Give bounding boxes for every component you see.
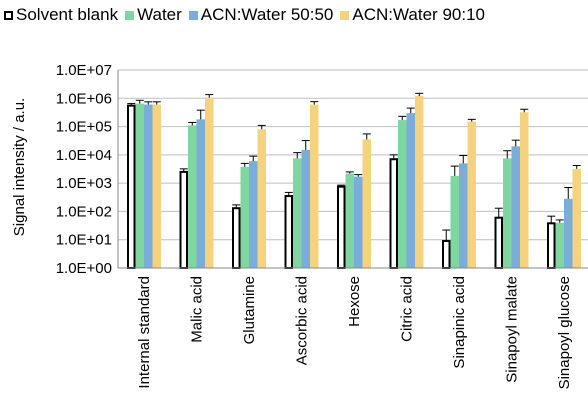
axes xyxy=(117,70,588,269)
bar-acn-water-50-50-malic-acid xyxy=(196,119,205,268)
bar-solvent-blank-malic-acid xyxy=(179,170,188,269)
bar-water-hexose xyxy=(345,173,354,268)
y-tick-label: 1.0E+04 xyxy=(56,147,112,164)
legend-swatch-acn-water-50-50 xyxy=(188,10,198,20)
bar-acn-water-50-50-internal-standard xyxy=(144,104,153,268)
legend-swatch-water xyxy=(125,10,135,20)
y-tick-label: 1.0E+07 xyxy=(56,62,112,79)
bar-solvent-blank-sinapoyl-malate xyxy=(494,216,503,269)
legend-item-acn-water-90-10: ACN:Water 90:10 xyxy=(340,5,485,25)
bar-water-malic-acid xyxy=(188,125,197,268)
x-category-label: Hexose xyxy=(346,276,363,327)
x-category-label: Citric acid xyxy=(399,276,416,342)
legend-label-acn-water-50-50: ACN:Water 50:50 xyxy=(200,5,334,24)
error-bars xyxy=(127,92,581,242)
bar-water-sinapoyl-malate xyxy=(503,158,512,268)
bar-solvent-blank-citric-acid xyxy=(389,158,398,270)
legend-item-water: Water xyxy=(125,5,182,25)
legend: Solvent blank Water ACN:Water 50:50 ACN:… xyxy=(4,5,485,25)
bar-solvent-blank-sinapoyl-glucose xyxy=(547,222,556,270)
x-category-label: Sinapoyl glucose xyxy=(556,276,573,389)
y-tick-label: 1.0E+06 xyxy=(56,90,112,107)
bar-acn-water-50-50-sinapoyl-glucose xyxy=(564,198,573,268)
bar-solvent-blank-internal-standard xyxy=(127,104,136,269)
bar-acn-water-50-50-ascorbic-acid xyxy=(301,149,310,268)
x-category-label: Glutamine xyxy=(241,276,258,344)
bar-solvent-blank-glutamine xyxy=(232,207,241,269)
y-tick-label: 1.0E+02 xyxy=(56,203,112,220)
x-category-labels: Internal standard Malic acid Glutamine Asco… xyxy=(136,276,573,389)
bar-acn-water-90-10-internal-standard xyxy=(152,104,161,268)
x-category-label: Malic acid xyxy=(189,276,206,343)
legend-item-solvent-blank: Solvent blank xyxy=(4,5,118,25)
y-axis-label: Signal intensity / a.u. xyxy=(11,98,28,236)
x-category-label: Internal standard xyxy=(136,276,153,389)
legend-label-acn-water-90-10: ACN:Water 90:10 xyxy=(352,5,485,24)
legend-label-solvent-blank: Solvent blank xyxy=(16,5,119,24)
y-tick-label: 1.0E+01 xyxy=(56,232,112,249)
legend-swatch-solvent-blank xyxy=(4,10,13,20)
bar-water-ascorbic-acid xyxy=(293,158,302,268)
bar-water-citric-acid xyxy=(398,120,407,269)
bar-acn-water-90-10-citric-acid xyxy=(415,96,424,268)
legend-label-water: Water xyxy=(137,5,182,24)
y-tick-labels: 1.0E+00 1.0E+01 1.0E+02 1.0E+03 1.0E+04 1.0E+… xyxy=(56,62,112,277)
bar-acn-water-50-50-hexose xyxy=(354,176,363,268)
bar-acn-water-90-10-malic-acid xyxy=(205,97,214,268)
legend-item-acn-water-50-50: ACN:Water 50:50 xyxy=(188,5,334,25)
bar-acn-water-50-50-sinapinic-acid xyxy=(459,163,468,268)
x-category-label: Ascorbic acid xyxy=(294,276,311,365)
bar-acn-water-90-10-sinapinic-acid xyxy=(467,121,476,268)
bar-acn-water-50-50-sinapoyl-malate xyxy=(511,146,520,268)
bar-acn-water-50-50-citric-acid xyxy=(406,113,415,268)
y-tick-label: 1.0E+00 xyxy=(56,260,112,277)
bar-solvent-blank-sinapinic-acid xyxy=(442,240,451,270)
bar-acn-water-90-10-sinapoyl-glucose xyxy=(572,168,581,268)
x-category-label: Sinapoyl malate xyxy=(504,276,521,383)
bar-acn-water-90-10-hexose xyxy=(362,139,371,268)
bar-acn-water-90-10-ascorbic-acid xyxy=(310,104,319,268)
bar-water-sinapoyl-glucose xyxy=(555,222,564,268)
bar-acn-water-90-10-glutamine xyxy=(257,129,266,268)
bar-solvent-blank-ascorbic-acid xyxy=(284,195,293,269)
x-category-label: Sinapinic acid xyxy=(451,276,468,369)
bar-acn-water-90-10-sinapoyl-malate xyxy=(520,112,529,268)
bar-solvent-blank-hexose xyxy=(337,185,346,269)
bar-water-internal-standard xyxy=(135,103,144,268)
legend-swatch-acn-water-90-10 xyxy=(340,10,350,20)
bar-acn-water-50-50-glutamine xyxy=(249,161,258,268)
y-tick-label: 1.0E+03 xyxy=(56,175,112,192)
bar-water-glutamine xyxy=(240,166,249,268)
bars xyxy=(127,96,581,270)
y-tick-label: 1.0E+05 xyxy=(56,119,112,136)
bar-water-sinapinic-acid xyxy=(450,175,459,268)
